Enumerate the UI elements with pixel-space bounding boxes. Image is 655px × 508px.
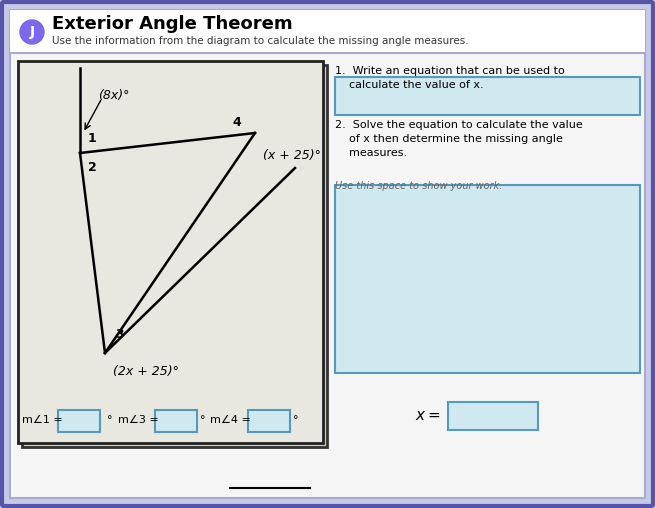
Bar — [22, 65, 327, 447]
Text: 2: 2 — [88, 161, 97, 174]
Text: (2x + 25)°: (2x + 25)° — [113, 365, 179, 377]
Text: °: ° — [107, 415, 113, 425]
Text: 2.  Solve the equation to calculate the value
    of x then determine the missin: 2. Solve the equation to calculate the v… — [335, 120, 583, 158]
Text: m∠4 =: m∠4 = — [210, 415, 251, 425]
Text: (x + 25)°: (x + 25)° — [263, 148, 321, 162]
FancyBboxPatch shape — [10, 10, 645, 53]
Bar — [18, 61, 323, 443]
Text: 1.  Write an equation that can be used to
    calculate the value of x.: 1. Write an equation that can be used to… — [335, 66, 565, 90]
Text: 3: 3 — [115, 329, 124, 341]
Text: $x =$: $x =$ — [415, 407, 441, 423]
Text: °: ° — [200, 415, 206, 425]
Circle shape — [20, 20, 44, 44]
Text: (8x)°: (8x)° — [98, 89, 130, 103]
Text: Use the information from the diagram to calculate the missing angle measures.: Use the information from the diagram to … — [52, 36, 468, 46]
Text: J: J — [29, 25, 35, 39]
Text: Use this space to show your work.: Use this space to show your work. — [335, 181, 502, 191]
FancyBboxPatch shape — [58, 410, 100, 432]
Text: °: ° — [293, 415, 299, 425]
FancyBboxPatch shape — [155, 410, 197, 432]
Text: 4: 4 — [233, 116, 242, 130]
FancyBboxPatch shape — [335, 77, 640, 115]
FancyBboxPatch shape — [335, 185, 640, 373]
FancyBboxPatch shape — [448, 402, 538, 430]
FancyBboxPatch shape — [248, 410, 290, 432]
FancyBboxPatch shape — [10, 10, 645, 498]
Text: 1: 1 — [88, 132, 97, 145]
Text: m∠1 =: m∠1 = — [22, 415, 63, 425]
Text: m∠3 =: m∠3 = — [118, 415, 159, 425]
Text: Exterior Angle Theorem: Exterior Angle Theorem — [52, 15, 293, 33]
